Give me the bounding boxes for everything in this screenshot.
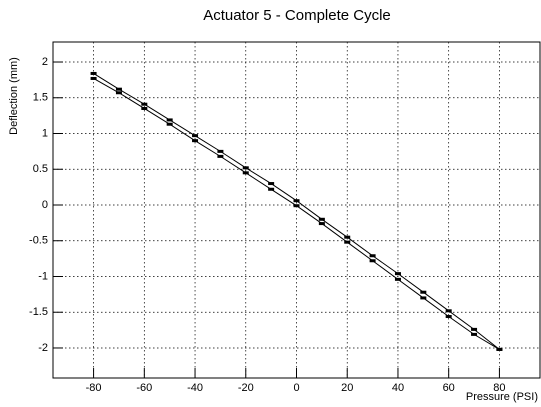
y-tick-label: -1 xyxy=(38,270,48,282)
marker xyxy=(445,315,452,319)
x-tick-label: -40 xyxy=(187,382,203,394)
y-axis-label: Deflection (mm) xyxy=(8,57,20,135)
marker xyxy=(217,154,224,158)
marker xyxy=(268,182,275,186)
x-axis-label: Pressure (PSI) xyxy=(466,391,538,403)
marker xyxy=(192,139,199,143)
x-tick-label: -80 xyxy=(86,382,102,394)
y-tick-label: 1.5 xyxy=(33,92,48,104)
x-tick-label: 0 xyxy=(293,382,299,394)
marker xyxy=(420,296,427,300)
plot-frame xyxy=(52,41,541,379)
marker xyxy=(369,259,376,263)
x-tick-label: 20 xyxy=(341,382,353,394)
x-tick-label: 80 xyxy=(493,382,505,394)
marker xyxy=(115,91,122,95)
y-tick-label: 0.5 xyxy=(33,163,48,175)
marker xyxy=(166,122,173,126)
marker xyxy=(141,102,148,106)
marker xyxy=(90,76,97,80)
marker xyxy=(394,277,401,281)
marker xyxy=(344,240,351,244)
x-tick-label: 60 xyxy=(443,382,455,394)
x-tick-label: 40 xyxy=(392,382,404,394)
marker xyxy=(242,166,249,170)
marker xyxy=(471,332,478,336)
marker xyxy=(318,222,325,226)
marker xyxy=(268,187,275,191)
y-tick-label: 1 xyxy=(42,127,48,139)
marker xyxy=(115,87,122,91)
marker xyxy=(242,171,249,175)
y-tick-label: 0 xyxy=(42,199,48,211)
marker xyxy=(344,235,351,239)
marker xyxy=(90,71,97,75)
marker xyxy=(496,347,503,351)
marker xyxy=(192,134,199,138)
marker xyxy=(445,309,452,313)
x-tick-label: -60 xyxy=(136,382,152,394)
y-tick-label: -1.5 xyxy=(29,306,48,318)
y-tick-label: -0.5 xyxy=(29,235,48,247)
marker xyxy=(420,290,427,294)
y-tick-label: 2 xyxy=(42,56,48,68)
x-tick-label: -20 xyxy=(238,382,254,394)
marker xyxy=(369,254,376,258)
marker xyxy=(293,204,300,208)
marker xyxy=(318,217,325,221)
marker xyxy=(166,118,173,122)
marker xyxy=(293,199,300,203)
chart-title: Actuator 5 - Complete Cycle xyxy=(203,7,391,24)
marker xyxy=(217,149,224,153)
marker xyxy=(141,106,148,110)
marker xyxy=(471,327,478,331)
y-tick-label: -2 xyxy=(38,342,48,354)
marker xyxy=(394,272,401,276)
